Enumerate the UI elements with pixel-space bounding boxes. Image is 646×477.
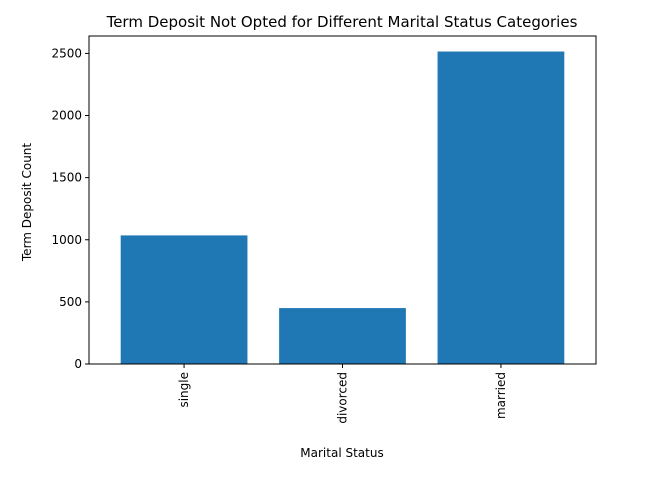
x-axis-ticks: single divorced married (177, 364, 508, 424)
bar-married (437, 51, 565, 364)
chart-title: Term Deposit Not Opted for Different Mar… (106, 13, 578, 31)
x-tick-label-divorced: divorced (336, 372, 350, 424)
x-tick-label-married: married (494, 372, 508, 419)
y-axis-label: Term Deposit Count (20, 143, 34, 263)
y-axis-ticks: 0 500 1000 1500 2000 2500 (51, 46, 89, 371)
x-axis-label: Marital Status (300, 446, 383, 460)
bar-single (120, 235, 248, 364)
bars-group (120, 51, 565, 364)
y-tick-label-1000: 1000 (51, 233, 82, 247)
y-tick-label-2500: 2500 (51, 46, 82, 60)
y-tick-label-0: 0 (74, 357, 82, 371)
plot-frame (88, 35, 597, 365)
bar-divorced (279, 308, 406, 364)
x-tick-label-single: single (177, 372, 191, 408)
y-tick-label-2000: 2000 (51, 109, 82, 123)
y-tick-label-1500: 1500 (51, 171, 82, 185)
y-tick-label-500: 500 (59, 295, 82, 309)
